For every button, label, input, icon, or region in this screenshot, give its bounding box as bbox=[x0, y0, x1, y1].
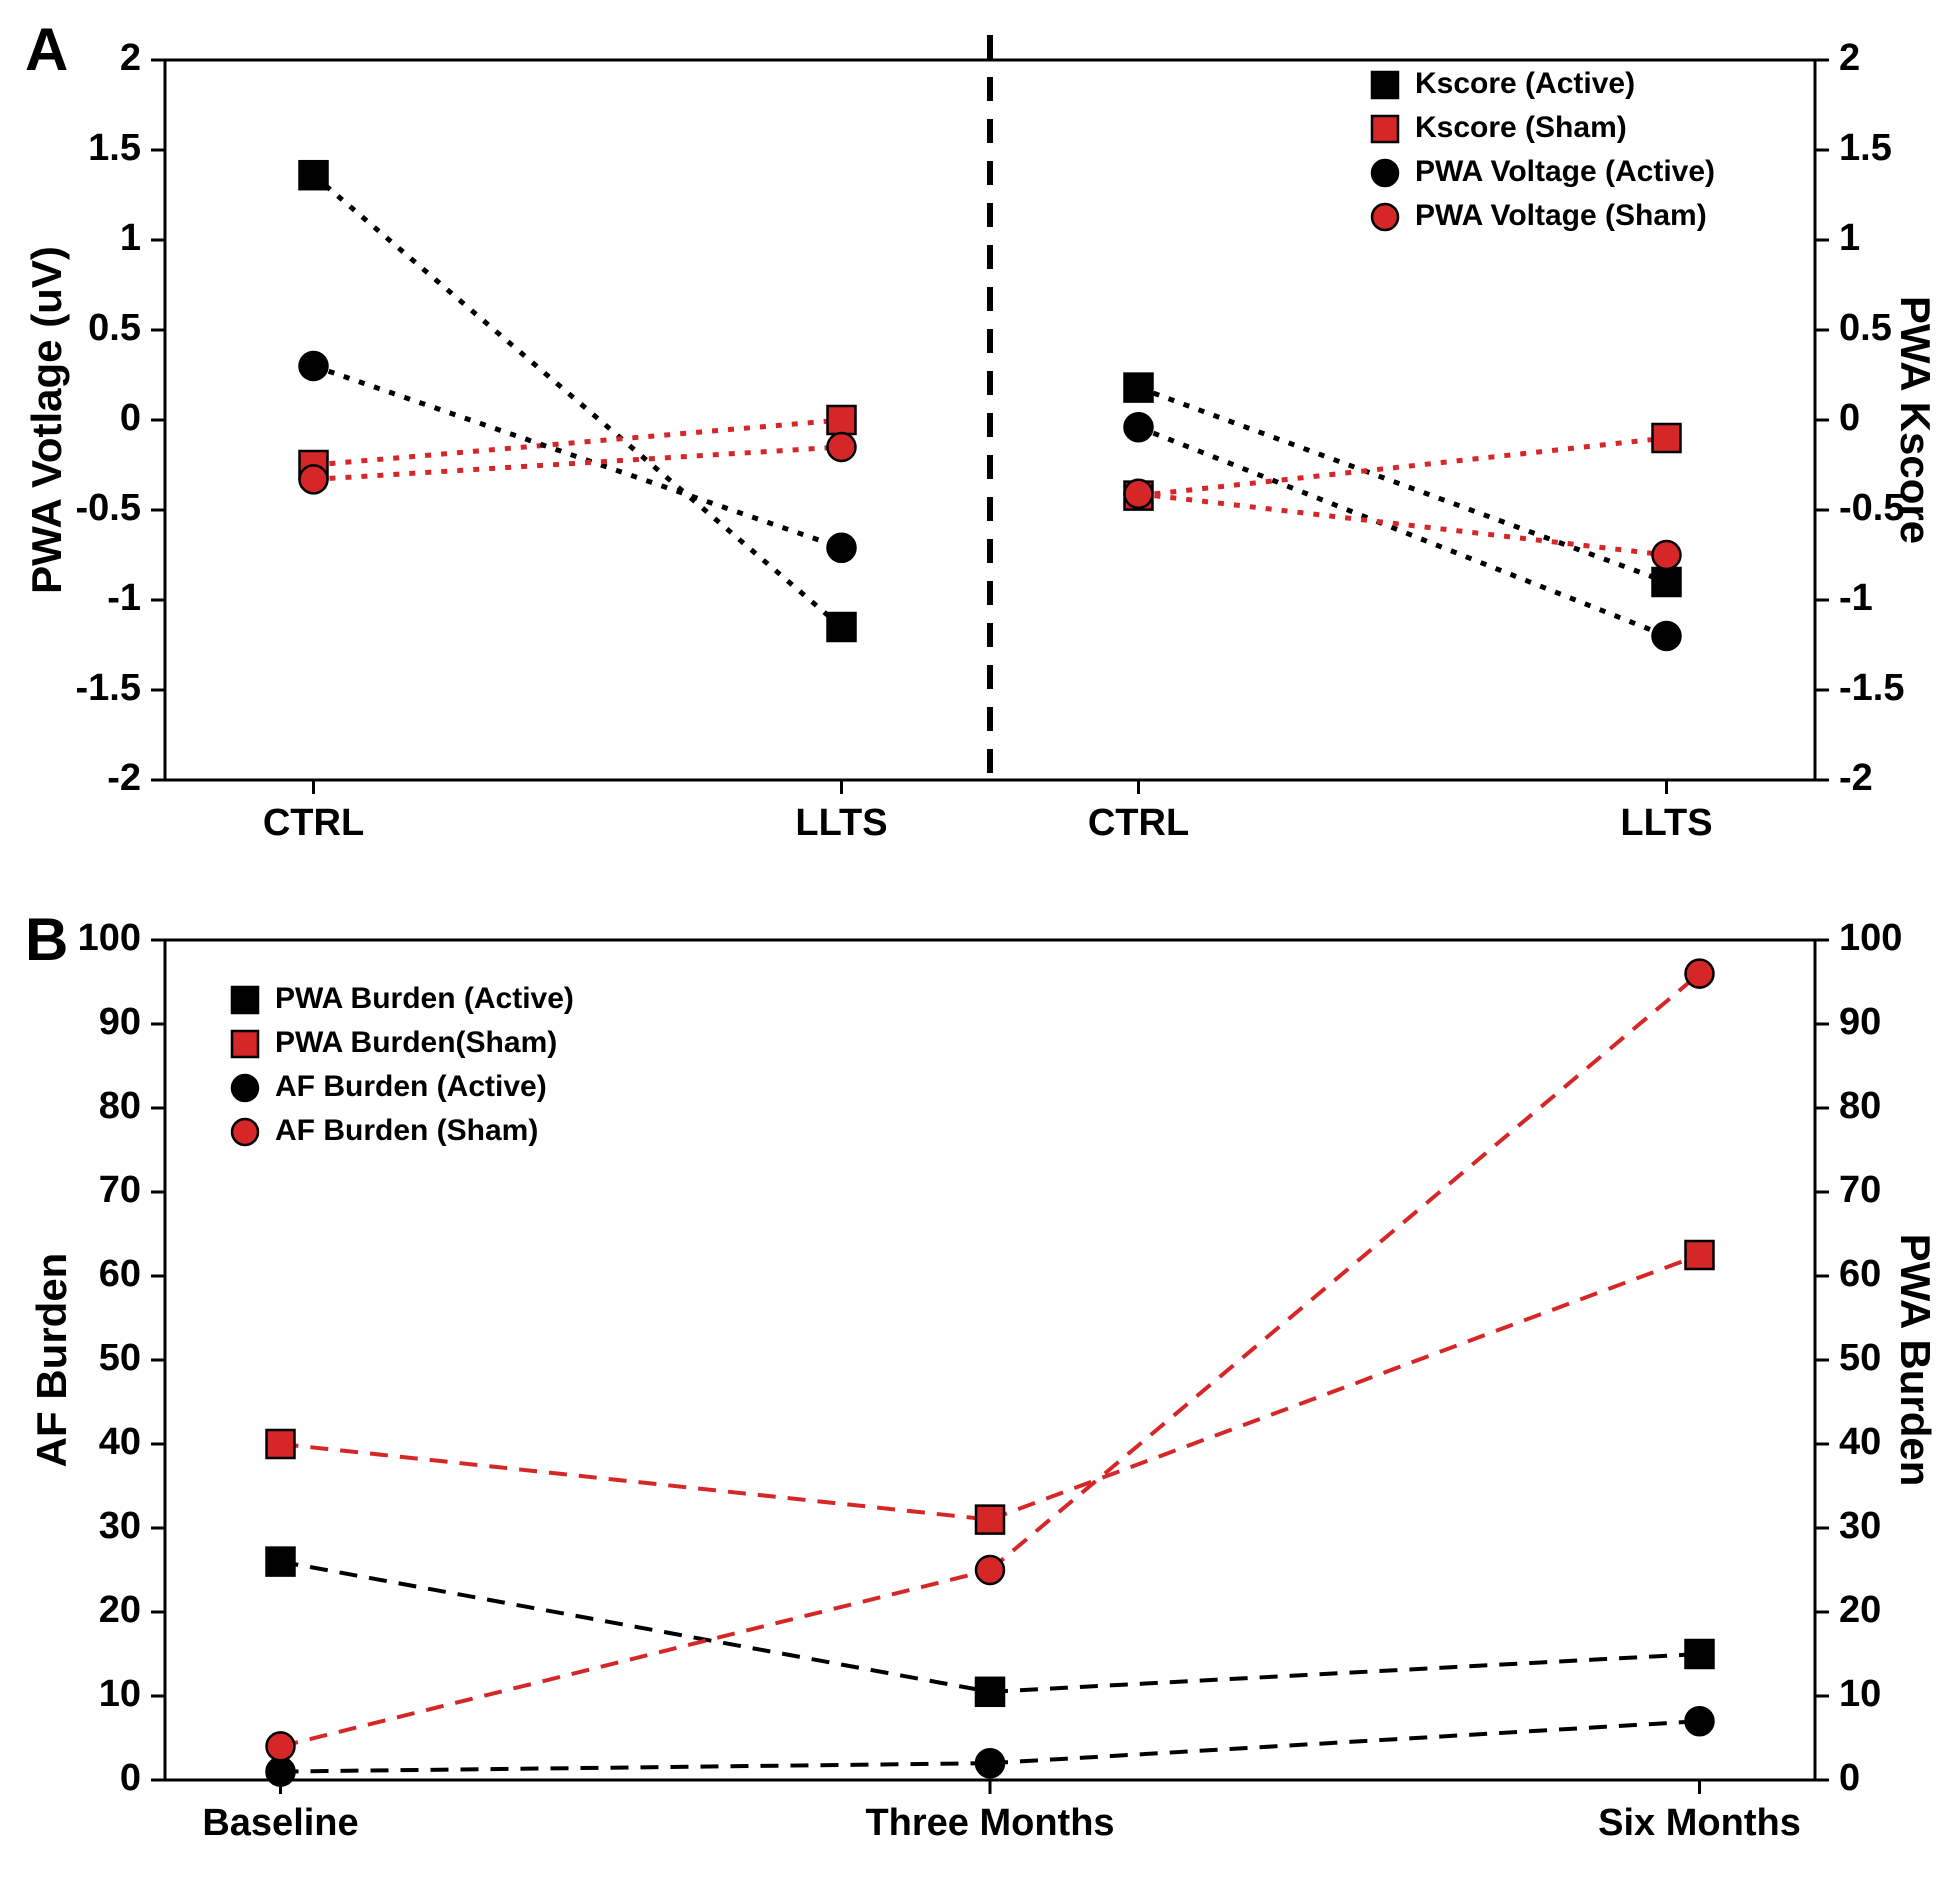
svg-text:Kscore (Active): Kscore (Active) bbox=[1415, 67, 1635, 100]
svg-text:0: 0 bbox=[1839, 1757, 1860, 1799]
svg-text:40: 40 bbox=[99, 1421, 141, 1463]
svg-text:0.5: 0.5 bbox=[1839, 307, 1892, 349]
svg-text:PWA Voltage (Sham): PWA Voltage (Sham) bbox=[1415, 199, 1707, 232]
svg-text:1.5: 1.5 bbox=[1839, 127, 1892, 169]
svg-text:80: 80 bbox=[1839, 1085, 1881, 1127]
svg-text:90: 90 bbox=[99, 1001, 141, 1043]
svg-text:PWA Votlage (uV): PWA Votlage (uV) bbox=[23, 246, 70, 594]
svg-text:-1: -1 bbox=[1839, 577, 1873, 619]
svg-text:CTRL: CTRL bbox=[263, 802, 364, 844]
svg-text:80: 80 bbox=[99, 1085, 141, 1127]
svg-text:70: 70 bbox=[99, 1169, 141, 1211]
svg-text:LLTS: LLTS bbox=[1620, 802, 1712, 844]
svg-text:50: 50 bbox=[1839, 1337, 1881, 1379]
svg-text:10: 10 bbox=[1839, 1673, 1881, 1715]
svg-text:PWA Burden (Active): PWA Burden (Active) bbox=[275, 982, 574, 1015]
svg-text:PWA Kscore: PWA Kscore bbox=[1892, 296, 1939, 544]
svg-text:10: 10 bbox=[99, 1673, 141, 1715]
svg-text:0.5: 0.5 bbox=[88, 307, 141, 349]
svg-text:AF Burden: AF Burden bbox=[28, 1253, 75, 1468]
svg-text:-1.5: -1.5 bbox=[76, 667, 141, 709]
svg-text:AF Burden (Active): AF Burden (Active) bbox=[275, 1070, 547, 1103]
panel-a-chart: -2-2-1.5-1.5-1-1-0.5-0.5000.50.5111.51.5… bbox=[0, 30, 1950, 900]
panel-b-chart: 0 0 10 10 20 20 30 30 40 40 50 50 60 60 70 70 80 80 90 90 10… bbox=[0, 910, 1950, 1870]
svg-text:20: 20 bbox=[1839, 1589, 1881, 1631]
svg-text:100: 100 bbox=[78, 917, 141, 959]
svg-text:PWA Voltage (Active): PWA Voltage (Active) bbox=[1415, 155, 1715, 188]
svg-text:2: 2 bbox=[120, 37, 141, 79]
svg-text:1: 1 bbox=[120, 217, 141, 259]
svg-text:20: 20 bbox=[99, 1589, 141, 1631]
svg-text:Six Months: Six Months bbox=[1598, 1802, 1801, 1844]
svg-text:LLTS: LLTS bbox=[795, 802, 887, 844]
svg-text:-2: -2 bbox=[107, 757, 141, 799]
svg-text:-1: -1 bbox=[107, 577, 141, 619]
svg-text:70: 70 bbox=[1839, 1169, 1881, 1211]
svg-text:1.5: 1.5 bbox=[88, 127, 141, 169]
svg-text:0: 0 bbox=[1839, 397, 1860, 439]
svg-text:CTRL: CTRL bbox=[1088, 802, 1189, 844]
svg-text:PWA Burden: PWA Burden bbox=[1892, 1234, 1939, 1487]
svg-text:100: 100 bbox=[1839, 917, 1902, 959]
svg-text:2: 2 bbox=[1839, 37, 1860, 79]
svg-text:-0.5: -0.5 bbox=[76, 487, 141, 529]
svg-text:30: 30 bbox=[99, 1505, 141, 1547]
svg-text:0: 0 bbox=[120, 1757, 141, 1799]
figure-container: A B -2-2-1.5-1.5-1-1-0.5-0.5000.50.5111.… bbox=[0, 0, 1950, 1883]
svg-text:AF Burden (Sham): AF Burden (Sham) bbox=[275, 1114, 538, 1147]
svg-text:-1.5: -1.5 bbox=[1839, 667, 1904, 709]
svg-text:1: 1 bbox=[1839, 217, 1860, 259]
svg-text:-2: -2 bbox=[1839, 757, 1873, 799]
svg-text:PWA Burden(Sham): PWA Burden(Sham) bbox=[275, 1026, 557, 1059]
svg-text:Baseline: Baseline bbox=[202, 1802, 358, 1844]
svg-text:Three Months: Three Months bbox=[865, 1802, 1114, 1844]
svg-text:40: 40 bbox=[1839, 1421, 1881, 1463]
svg-text:90: 90 bbox=[1839, 1001, 1881, 1043]
svg-text:0: 0 bbox=[120, 397, 141, 439]
svg-text:50: 50 bbox=[99, 1337, 141, 1379]
svg-text:60: 60 bbox=[99, 1253, 141, 1295]
svg-text:60: 60 bbox=[1839, 1253, 1881, 1295]
svg-text:Kscore (Sham): Kscore (Sham) bbox=[1415, 111, 1627, 144]
svg-text:30: 30 bbox=[1839, 1505, 1881, 1547]
